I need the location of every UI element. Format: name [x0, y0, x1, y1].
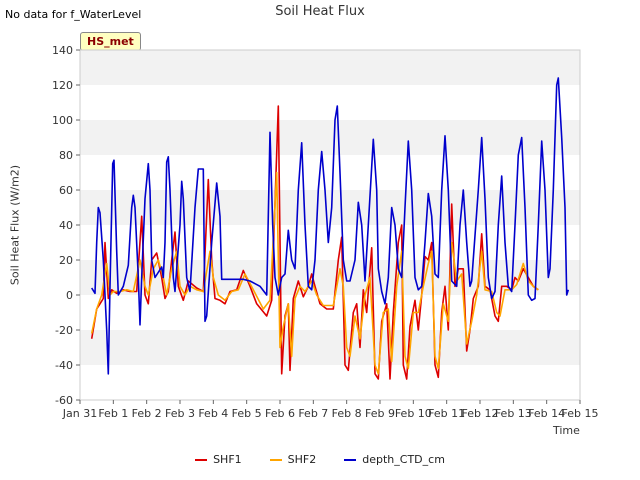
y-tick-label: -60 — [55, 394, 73, 407]
plot-band — [80, 85, 580, 120]
legend-swatch-depth — [344, 458, 357, 461]
y-tick-label: 40 — [59, 219, 73, 232]
legend-item-depth: depth_CTD_cm — [344, 453, 445, 466]
legend-item-shf2: SHF2 — [269, 453, 317, 466]
x-tick-label: Feb 1 — [98, 407, 128, 420]
legend-label-shf2: SHF2 — [287, 453, 317, 466]
y-tick-label: 20 — [59, 254, 73, 267]
legend-item-shf1: SHF1 — [195, 453, 242, 466]
x-tick-label: Feb 10 — [395, 407, 432, 420]
series-lines — [90, 77, 570, 380]
plot-band — [80, 155, 580, 190]
x-tick-label: Feb 13 — [495, 407, 532, 420]
site-label-badge: HS_met — [80, 32, 141, 51]
x-tick-label: Feb 11 — [428, 407, 465, 420]
plot-band — [80, 295, 580, 330]
x-axis-label: Time — [553, 424, 580, 437]
x-tick-label: Feb 2 — [132, 407, 162, 420]
legend-swatch-shf1 — [195, 458, 208, 461]
y-tick-label: 60 — [59, 184, 73, 197]
y-tick-label: -20 — [55, 324, 73, 337]
no-data-note: No data for f_WaterLevel — [5, 8, 142, 21]
y-tick-label: 100 — [52, 114, 73, 127]
plot-band — [80, 365, 580, 400]
legend-swatch-shf2 — [269, 458, 282, 461]
legend-label-shf1: SHF1 — [213, 453, 242, 466]
x-tick-label: Feb 3 — [165, 407, 195, 420]
y-axis-ticks: -60 -40 -20 0 20 40 60 80 100 120 140 — [52, 44, 80, 407]
legend-label-depth: depth_CTD_cm — [362, 453, 445, 466]
x-tick-label: Feb 6 — [265, 407, 295, 420]
plot-band — [80, 50, 580, 85]
x-axis-ticks: Jan 31 Feb 1 Feb 2 Feb 3 Feb 4 Feb 5 Feb 6 Feb … — [62, 400, 599, 420]
y-tick-label: -40 — [55, 359, 73, 372]
x-tick-label: Feb 14 — [528, 407, 565, 420]
x-tick-label: Feb 7 — [298, 407, 328, 420]
y-tick-label: 140 — [52, 44, 73, 57]
x-tick-label: Feb 5 — [232, 407, 262, 420]
x-tick-label: Feb 4 — [198, 407, 228, 420]
chart-title: Soil Heat Flux — [275, 4, 365, 19]
x-tick-label: Feb 8 — [332, 407, 362, 420]
y-tick-label: 0 — [66, 289, 73, 302]
plot-band — [80, 120, 580, 155]
legend: SHF1 SHF2 depth_CTD_cm — [0, 453, 640, 466]
y-tick-label: 80 — [59, 149, 73, 162]
series-line-shf2 — [90, 171, 539, 375]
series-line-depth-ctd-cm — [91, 77, 570, 375]
plot-band — [80, 330, 580, 365]
x-tick-label: Feb 9 — [365, 407, 395, 420]
y-tick-label: 120 — [52, 79, 73, 92]
x-tick-label: Feb 12 — [462, 407, 499, 420]
x-tick-label: Jan 31 — [62, 407, 97, 420]
x-tick-label: Feb 15 — [562, 407, 599, 420]
